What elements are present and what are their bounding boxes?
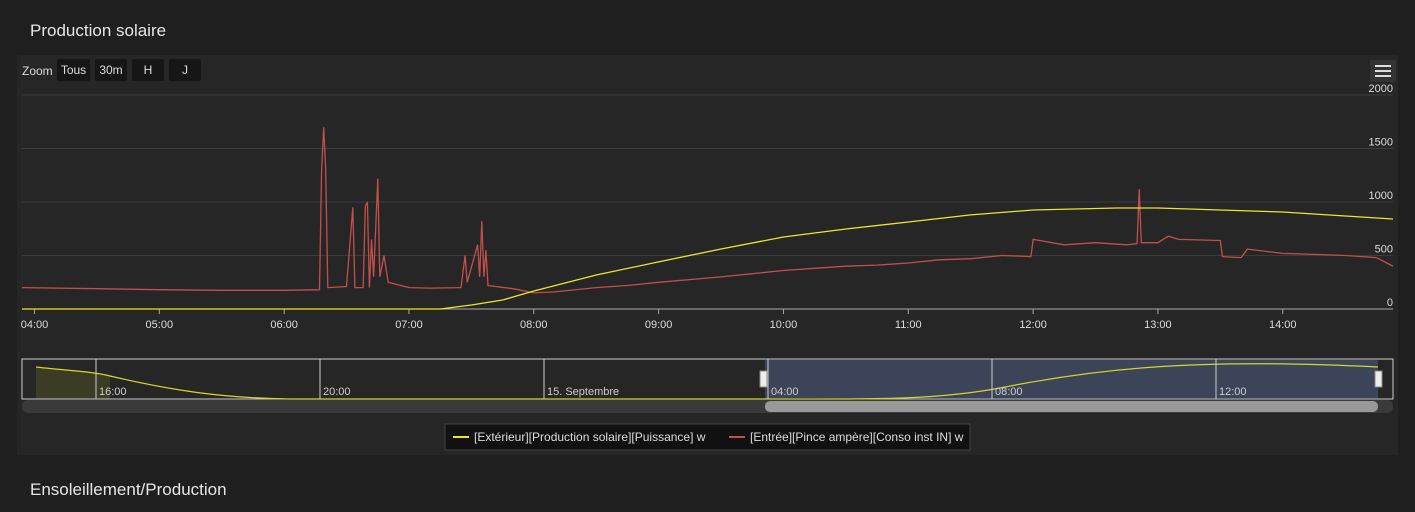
x-tick-label: 14:00 <box>1269 319 1297 331</box>
legend-label[interactable]: [Extérieur][Production solaire][Puissanc… <box>474 430 706 444</box>
series-line <box>22 207 1394 310</box>
navigator-tick-label: 16:00 <box>99 386 127 398</box>
navigator-handle[interactable] <box>1374 370 1383 388</box>
x-tick-label: 06:00 <box>270 319 298 331</box>
navigator-tick-label: 12:00 <box>1219 386 1247 398</box>
scrollbar-thumb[interactable] <box>765 401 1378 412</box>
y-tick-label: 1000 <box>1369 190 1393 202</box>
range-button-label[interactable]: H <box>144 63 153 77</box>
navigator-tick-label: 15. Septembre <box>547 386 619 398</box>
y-tick-label: 2000 <box>1369 83 1393 95</box>
x-tick-label: 04:00 <box>21 319 49 331</box>
navigator-selection[interactable] <box>765 360 1378 399</box>
range-button[interactable] <box>57 59 90 81</box>
series-line <box>21 127 1394 294</box>
x-tick-label: 13:00 <box>1144 319 1172 331</box>
menu-bar <box>1375 65 1391 67</box>
navigator-handle[interactable] <box>759 370 768 388</box>
navigator-tick-label: 04:00 <box>771 386 799 398</box>
x-tick-label: 07:00 <box>395 319 423 331</box>
navigator-area <box>36 367 110 399</box>
legend-box <box>444 423 971 451</box>
zoom-label: Zoom <box>22 64 53 78</box>
y-tick-label: 0 <box>1387 297 1393 309</box>
menu-bar <box>1375 70 1391 72</box>
range-button[interactable] <box>132 59 164 81</box>
x-tick-label: 10:00 <box>770 319 798 331</box>
navigator[interactable] <box>21 358 1394 400</box>
navigator-tick-label: 08:00 <box>995 386 1023 398</box>
y-tick-label: 500 <box>1375 244 1393 256</box>
x-tick-label: 05:00 <box>146 319 174 331</box>
navigator-tick-label: 20:00 <box>323 386 351 398</box>
menu-bar <box>1375 75 1391 77</box>
panel-title: Production solaire <box>30 21 166 40</box>
x-tick-label: 11:00 <box>895 319 922 331</box>
legend-label[interactable]: [Entrée][Pince ampère][Conso inst IN] w <box>750 430 964 444</box>
range-button-label[interactable]: Tous <box>61 63 86 77</box>
range-button-label[interactable]: J <box>182 63 188 77</box>
range-button[interactable] <box>169 59 201 81</box>
x-tick-label: 09:00 <box>645 319 673 331</box>
range-button[interactable] <box>95 59 127 81</box>
y-tick-label: 1500 <box>1369 137 1393 149</box>
navigator-line <box>35 363 1379 400</box>
x-tick-label: 12:00 <box>1019 319 1047 331</box>
range-button-label[interactable]: 30m <box>99 63 122 77</box>
x-tick-label: 08:00 <box>520 319 548 331</box>
panel-title: Ensoleillement/Production <box>30 480 227 499</box>
menu-button[interactable] <box>1370 60 1396 82</box>
